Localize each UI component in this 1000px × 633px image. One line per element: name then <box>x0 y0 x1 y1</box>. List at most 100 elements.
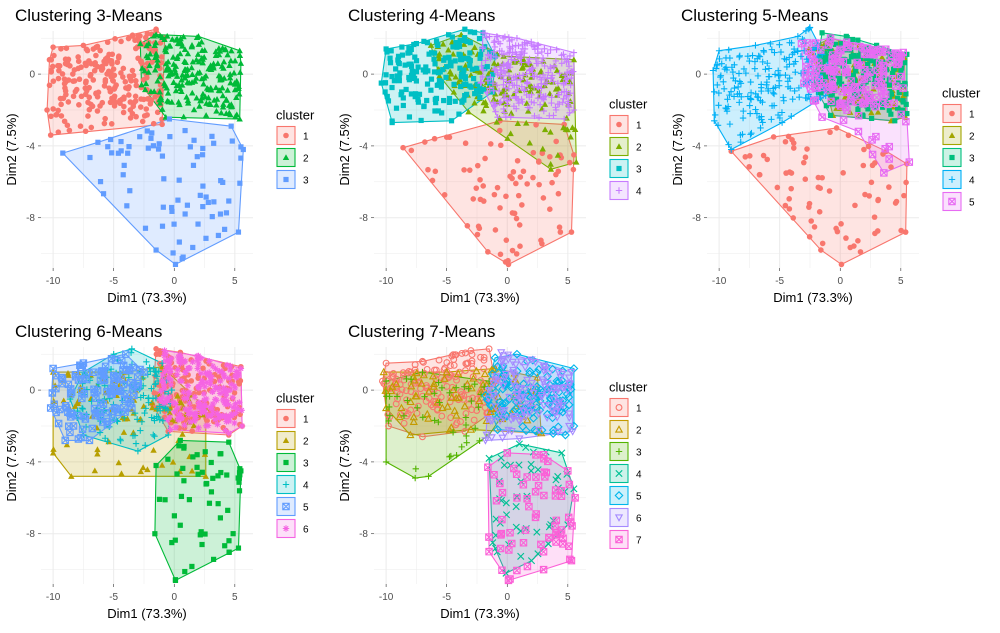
point-cluster-4 <box>497 454 505 462</box>
point-cluster-4 <box>494 113 501 121</box>
point-cluster-3 <box>418 117 424 124</box>
point-cluster-2 <box>154 56 161 63</box>
point-cluster-1 <box>477 196 484 203</box>
point-cluster-4 <box>549 72 556 79</box>
point-cluster-1 <box>802 154 809 161</box>
point-cluster-4 <box>570 68 577 75</box>
point-cluster-6 <box>554 400 563 408</box>
point-cluster-1 <box>513 215 520 222</box>
point-cluster-3 <box>391 78 397 84</box>
y-tick-label: 0 <box>362 70 368 81</box>
y-axis-label: Dim2 (7.5%) <box>337 429 352 501</box>
point-cluster-5 <box>103 417 111 426</box>
point-cluster-4 <box>729 68 737 76</box>
point-cluster-3 <box>443 74 449 80</box>
point-cluster-6 <box>515 435 524 443</box>
point-cluster-3 <box>902 81 908 87</box>
legend-marker-4 <box>948 176 956 183</box>
point-cluster-1 <box>764 156 771 163</box>
point-cluster-3 <box>387 60 394 66</box>
point-cluster-3 <box>235 475 241 481</box>
point-cluster-1 <box>126 73 133 80</box>
point-cluster-4 <box>740 107 747 115</box>
point-cluster-1 <box>139 118 146 125</box>
point-cluster-6 <box>161 347 168 354</box>
point-cluster-3 <box>461 383 468 390</box>
point-cluster-1 <box>811 224 818 230</box>
point-cluster-5 <box>830 85 838 94</box>
point-cluster-1 <box>97 103 103 109</box>
point-cluster-2 <box>178 88 185 95</box>
point-cluster-4 <box>747 89 755 96</box>
legend-label-5: 5 <box>969 198 975 209</box>
point-cluster-5 <box>528 413 538 423</box>
x-axis-label: Dim1 (73.3%) <box>440 290 519 305</box>
point-cluster-1 <box>538 237 544 244</box>
x-tick-label: -5 <box>109 276 118 287</box>
point-cluster-3 <box>447 59 453 65</box>
point-cluster-2 <box>63 441 71 448</box>
point-cluster-4 <box>758 81 765 88</box>
point-cluster-3 <box>844 34 850 41</box>
point-cluster-3 <box>462 26 468 32</box>
point-cluster-5 <box>48 389 57 397</box>
point-cluster-6 <box>160 382 168 389</box>
point-cluster-4 <box>146 364 153 371</box>
point-cluster-1 <box>76 102 82 108</box>
point-cluster-3 <box>408 72 415 78</box>
point-cluster-4 <box>493 82 501 89</box>
point-cluster-3 <box>385 98 392 104</box>
point-cluster-4 <box>559 99 566 106</box>
point-cluster-3 <box>400 412 408 420</box>
point-cluster-2 <box>166 42 174 49</box>
point-cluster-3 <box>203 235 209 241</box>
legend-marker-2 <box>615 143 623 150</box>
point-cluster-3 <box>855 106 861 113</box>
point-cluster-1 <box>533 121 539 128</box>
point-cluster-4 <box>738 93 745 101</box>
point-cluster-5 <box>102 409 110 417</box>
point-cluster-5 <box>71 370 80 379</box>
point-cluster-2 <box>528 83 535 90</box>
point-cluster-4 <box>541 45 548 52</box>
point-cluster-1 <box>61 118 68 125</box>
point-cluster-1 <box>87 73 94 79</box>
point-cluster-2 <box>449 385 458 394</box>
cluster-points <box>46 345 246 584</box>
point-cluster-4 <box>492 53 500 61</box>
point-cluster-4 <box>523 70 530 77</box>
point-cluster-4 <box>784 78 792 85</box>
point-cluster-2 <box>567 133 574 140</box>
point-cluster-3 <box>152 531 158 537</box>
point-cluster-6 <box>195 360 202 368</box>
point-cluster-3 <box>189 563 195 570</box>
legend-marker-1 <box>616 121 622 128</box>
point-cluster-1 <box>785 133 792 140</box>
point-cluster-2 <box>456 76 464 83</box>
point-cluster-2 <box>231 57 239 64</box>
point-cluster-1 <box>838 221 844 227</box>
point-cluster-3 <box>892 65 898 72</box>
point-cluster-5 <box>134 380 142 388</box>
point-cluster-1 <box>50 78 57 84</box>
point-cluster-2 <box>140 403 147 409</box>
point-cluster-1 <box>130 103 137 110</box>
x-tick-label: 0 <box>171 276 177 287</box>
point-cluster-4 <box>792 68 799 76</box>
point-cluster-2 <box>436 72 443 79</box>
point-cluster-4 <box>560 51 567 58</box>
point-cluster-4 <box>479 66 487 74</box>
point-cluster-2 <box>388 382 397 390</box>
point-cluster-1 <box>211 378 218 385</box>
point-cluster-4 <box>724 96 731 103</box>
point-cluster-3 <box>60 150 66 156</box>
point-cluster-4 <box>511 57 519 64</box>
point-cluster-4 <box>548 99 555 107</box>
point-cluster-2 <box>397 403 406 412</box>
point-cluster-2 <box>539 145 546 152</box>
point-cluster-7 <box>508 539 516 548</box>
point-cluster-1 <box>468 406 476 414</box>
point-cluster-1 <box>195 375 201 381</box>
point-cluster-3 <box>385 417 392 425</box>
point-cluster-4 <box>141 409 148 417</box>
